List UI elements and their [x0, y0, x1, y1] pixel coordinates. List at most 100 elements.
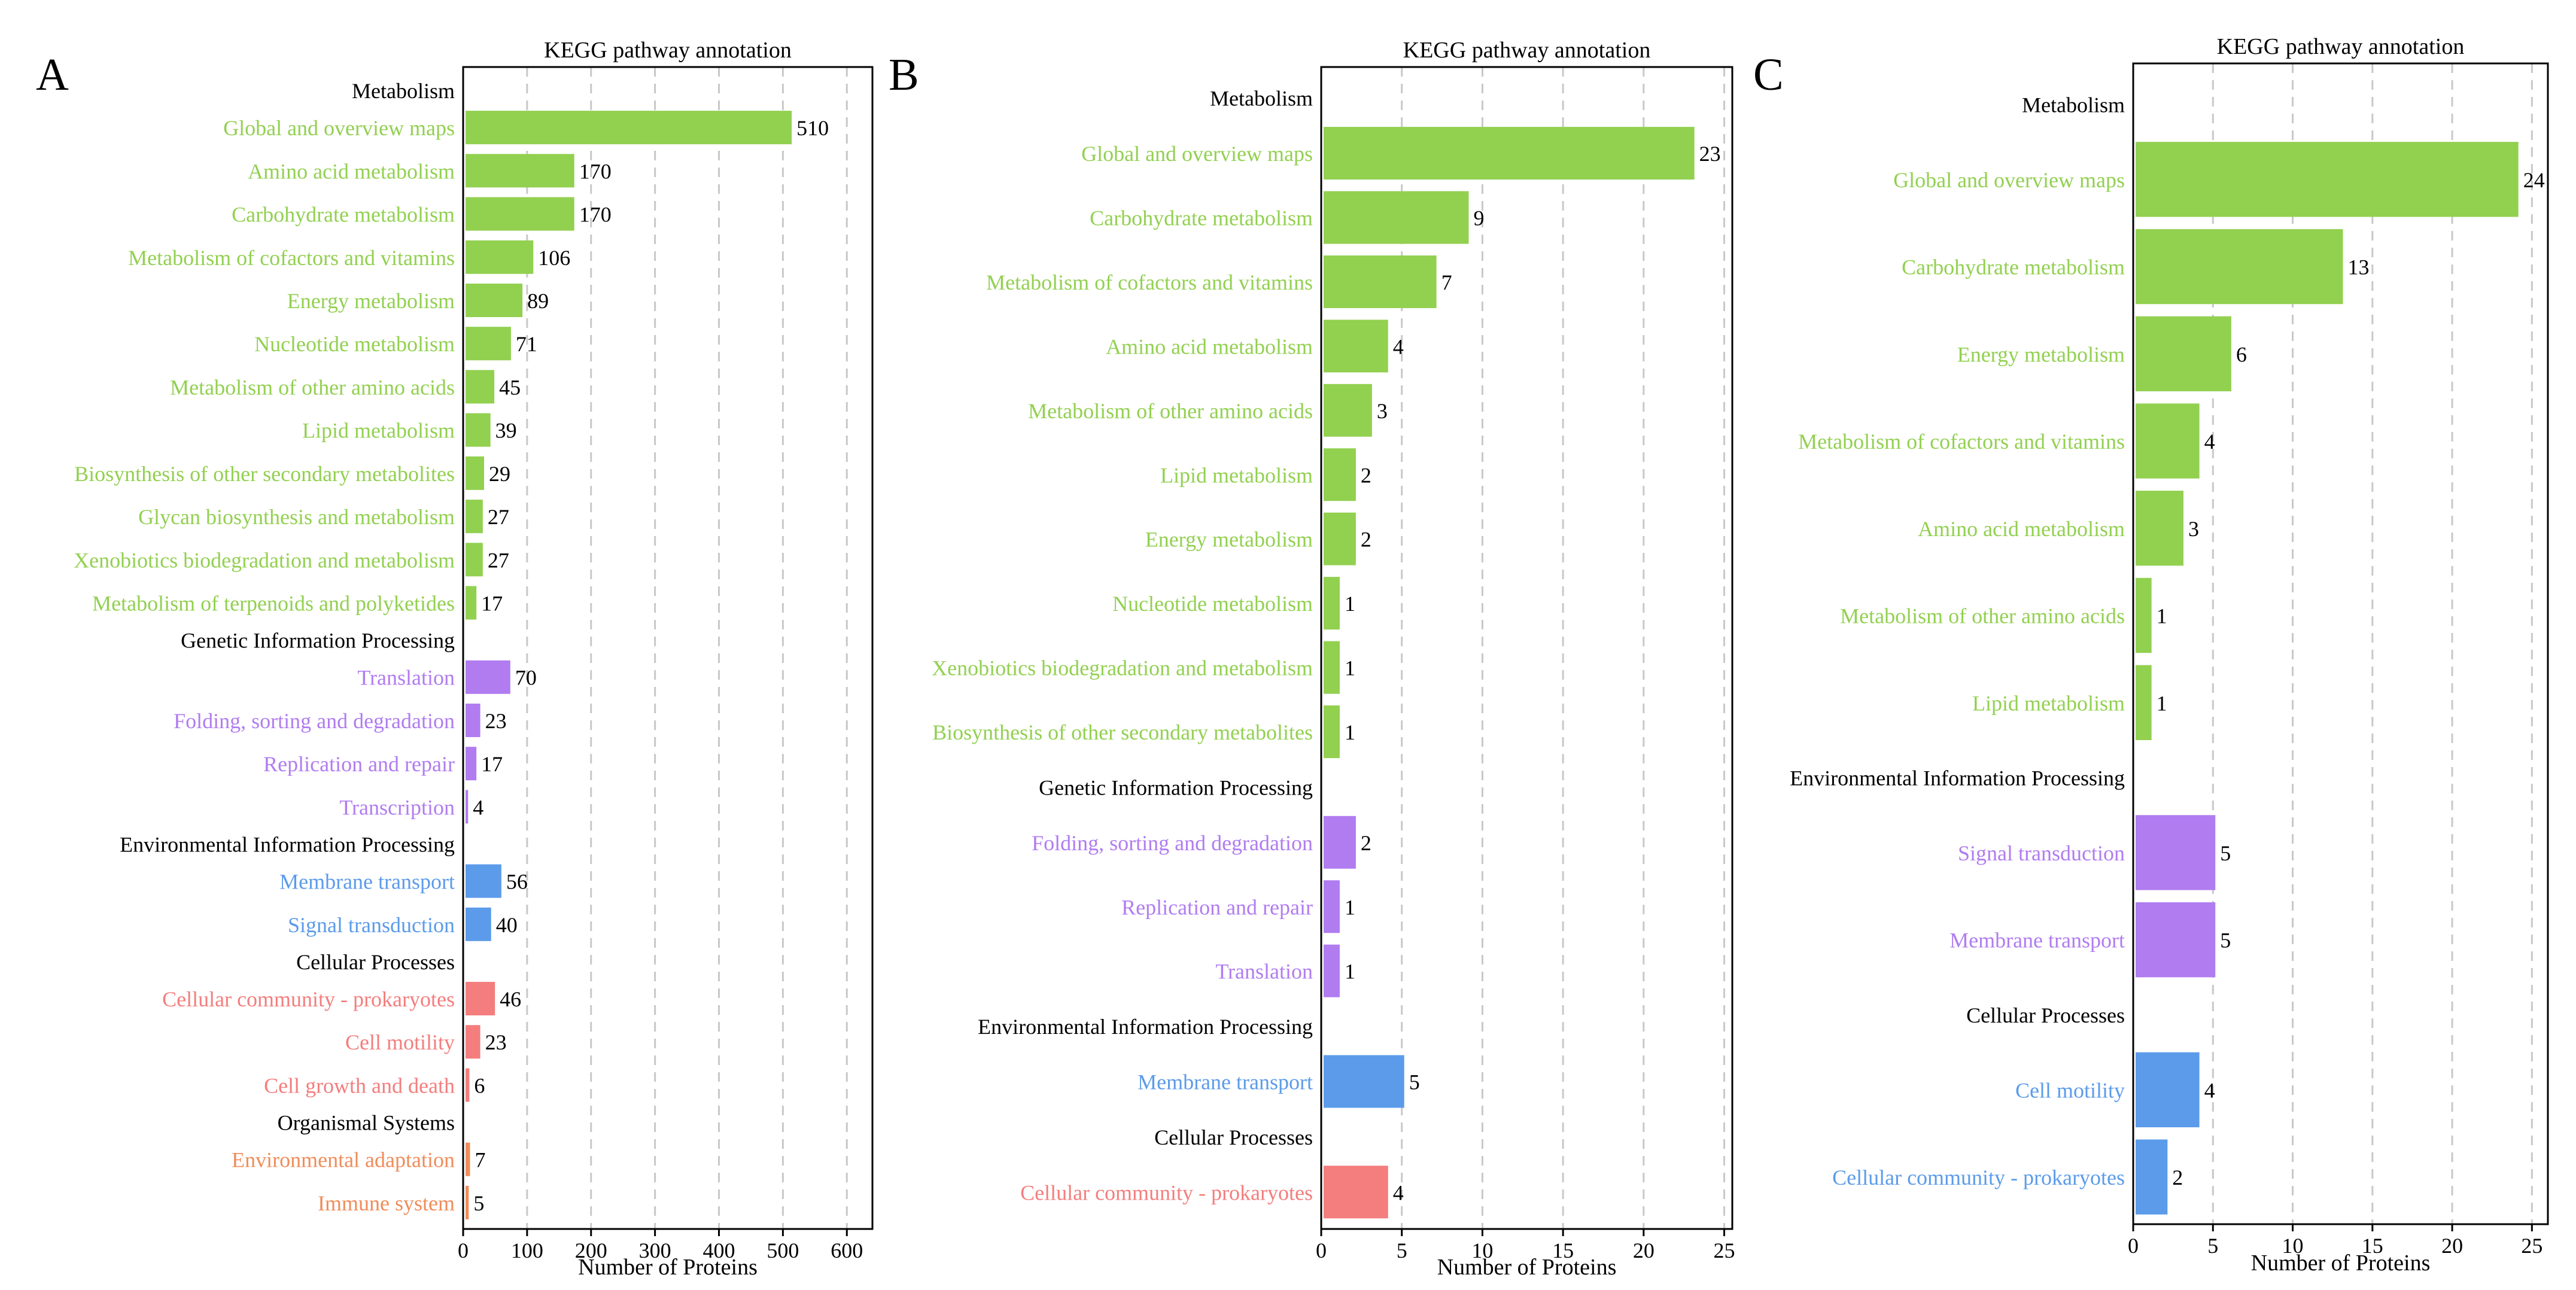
panel-a-value-translation: 70: [515, 666, 537, 690]
panel-b-tick-label: 15: [1552, 1239, 1574, 1262]
panel-c-title: KEGG pathway annotation: [2217, 34, 2465, 59]
panel-b-bar-translation: [1324, 944, 1340, 997]
panel-a-label-cell-motility: Cell motility: [345, 1030, 455, 1054]
panel-b-value-biosynthesis-of-other-secondary-metabolites: 1: [1345, 720, 1355, 744]
panel-b-label-global-and-overview-maps: Global and overview maps: [1081, 142, 1313, 166]
panel-a-bar-biosynthesis-of-other-secondary-metabolites: [466, 456, 484, 490]
panel-b-bar-metabolism-of-other-amino-acids: [1324, 384, 1372, 437]
panel-a-label-environmental-adaptation: Environmental adaptation: [232, 1148, 455, 1172]
panel-a-bar-lipid-metabolism: [466, 413, 491, 447]
panel-a-bar-global-and-overview-maps: [466, 111, 792, 145]
panel-a-bar-glycan-biosynthesis-and-metabolism: [466, 500, 483, 534]
panel-a-bar-membrane-transport: [466, 864, 501, 898]
panel-b-label-translation: Translation: [1215, 960, 1313, 984]
panel-a-value-nucleotide-metabolism: 71: [516, 332, 537, 356]
panel-b-tick-label: 5: [1397, 1239, 1407, 1262]
panel-a-bar-energy-metabolism: [466, 283, 523, 317]
panel-c-bar-metabolism-of-cofactors-and-vitamins: [2136, 403, 2200, 479]
panel-a-tick-label: 0: [458, 1239, 469, 1262]
panel-a-letter: A: [36, 50, 69, 100]
panel-a-label-metabolism-of-terpenoids-and-polyketides: Metabolism of terpenoids and polyketides: [92, 592, 455, 616]
panel-c-value-signal-transduction: 5: [2220, 841, 2231, 865]
panel-a-value-metabolism-of-terpenoids-and-polyketides: 17: [481, 592, 503, 616]
panel-a-title: KEGG pathway annotation: [544, 38, 792, 63]
panel-b-label-lipid-metabolism: Lipid metabolism: [1160, 463, 1313, 487]
panel-b-bar-membrane-transport: [1324, 1055, 1404, 1108]
panel-b-value-xenobiotics-biodegradation-and-metabolism: 1: [1345, 656, 1355, 680]
panel-c-value-metabolism-of-cofactors-and-vitamins: 4: [2204, 430, 2215, 454]
panel-a-label-folding-sorting-and-degradation: Folding, sorting and degradation: [174, 709, 455, 733]
panel-a-bar-signal-transduction: [466, 907, 491, 941]
panel-a-value-signal-transduction: 40: [496, 913, 518, 937]
panel-c-value-energy-metabolism: 6: [2236, 342, 2247, 366]
panel-b-frame: [1320, 66, 1733, 1230]
panel-b-value-energy-metabolism: 2: [1361, 528, 1371, 552]
panel-a-label-xenobiotics-biodegradation-and-metabolism: Xenobiotics biodegradation and metabolis…: [74, 548, 455, 572]
panel-a-xlabel: Number of Proteins: [578, 1255, 758, 1280]
panel-b-xlabel: Number of Proteins: [1437, 1255, 1617, 1280]
panel-a-group-environmental-information-processing: Environmental Information Processing: [120, 832, 455, 856]
panel-a-tick-label: 300: [639, 1239, 671, 1262]
panel-c-bar-carbohydrate-metabolism: [2136, 229, 2343, 305]
panel-a-value-cell-motility: 23: [485, 1030, 507, 1054]
panel-c-label-cell-motility: Cell motility: [2015, 1078, 2125, 1102]
panel-a-bar-metabolism-of-terpenoids-and-polyketides: [466, 586, 477, 620]
panel-b-label-amino-acid-metabolism: Amino acid metabolism: [1106, 334, 1313, 358]
panel-c-group-cellular-processes: Cellular Processes: [1966, 1003, 2125, 1027]
panel-c-label-cellular-community-prokaryotes: Cellular community - prokaryotes: [1832, 1166, 2125, 1189]
panel-b-value-metabolism-of-cofactors-and-vitamins: 7: [1441, 270, 1452, 294]
panel-a-label-global-and-overview-maps: Global and overview maps: [223, 116, 455, 140]
panel-b-bar-cellular-community-prokaryotes: [1324, 1166, 1388, 1219]
panel-c-frame: [2132, 62, 2549, 1225]
panel-b-value-amino-acid-metabolism: 4: [1393, 334, 1404, 358]
panel-a-bar-environmental-adaptation: [466, 1142, 470, 1176]
panel-c-label-membrane-transport: Membrane transport: [1950, 929, 2125, 953]
panel-c-tick-label: 15: [2362, 1234, 2383, 1258]
panel-b-tick-label: 0: [1316, 1239, 1327, 1262]
panel-a-bar-cellular-community-prokaryotes: [466, 982, 495, 1016]
panel-a-bar-xenobiotics-biodegradation-and-metabolism: [466, 543, 483, 577]
panel-b-letter: B: [889, 50, 919, 100]
panel-a-tick-label: 500: [767, 1239, 799, 1262]
panel-b-bar-replication-and-repair: [1324, 880, 1340, 933]
panel-a-bar-metabolism-of-cofactors-and-vitamins: [466, 240, 534, 274]
panel-b-bar-lipid-metabolism: [1324, 448, 1356, 501]
panel-c-bar-cellular-community-prokaryotes: [2136, 1139, 2168, 1215]
panel-b-value-lipid-metabolism: 2: [1361, 463, 1371, 487]
panel-a-bar-transcription: [466, 790, 469, 824]
panel-a-bar-nucleotide-metabolism: [466, 327, 511, 361]
panel-a-value-immune-system: 5: [473, 1191, 484, 1215]
panel-c-label-energy-metabolism: Energy metabolism: [1957, 342, 2125, 366]
panel-c-value-cellular-community-prokaryotes: 2: [2172, 1166, 2183, 1189]
panel-b-label-membrane-transport: Membrane transport: [1138, 1070, 1313, 1094]
panel-a-value-glycan-biosynthesis-and-metabolism: 27: [488, 505, 509, 529]
panel-a-value-transcription: 4: [473, 795, 483, 819]
panel-a-label-glycan-biosynthesis-and-metabolism: Glycan biosynthesis and metabolism: [138, 505, 455, 529]
panel-a-value-cellular-community-prokaryotes: 46: [500, 987, 521, 1011]
panel-c-bar-membrane-transport: [2136, 902, 2216, 978]
panel-a-value-metabolism-of-other-amino-acids: 45: [499, 375, 521, 399]
panel-a-bar-carbohydrate-metabolism: [466, 197, 574, 231]
panel-a-label-carbohydrate-metabolism: Carbohydrate metabolism: [232, 203, 455, 227]
panel-a-value-biosynthesis-of-other-secondary-metabolites: 29: [489, 462, 510, 486]
panel-c-value-membrane-transport: 5: [2220, 929, 2231, 953]
panel-b-value-carbohydrate-metabolism: 9: [1473, 206, 1484, 230]
panel-b-value-membrane-transport: 5: [1409, 1070, 1420, 1094]
panel-a-group-metabolism: Metabolism: [352, 79, 455, 103]
panel-c-value-global-and-overview-maps: 24: [2523, 168, 2545, 192]
panel-a-bar-amino-acid-metabolism: [466, 154, 574, 188]
panel-b-bar-energy-metabolism: [1324, 512, 1356, 565]
panel-a-value-replication-and-repair: 17: [481, 752, 503, 776]
panel-b-label-replication-and-repair: Replication and repair: [1121, 895, 1313, 919]
panel-b-bar-metabolism-of-cofactors-and-vitamins: [1324, 255, 1437, 308]
panel-a-bar-cell-motility: [466, 1025, 480, 1059]
panel-b-bar-biosynthesis-of-other-secondary-metabolites: [1324, 705, 1340, 759]
panel-a-label-replication-and-repair: Replication and repair: [263, 752, 455, 776]
panel-a-label-metabolism-of-other-amino-acids: Metabolism of other amino acids: [170, 375, 455, 399]
panel-c-value-carbohydrate-metabolism: 13: [2348, 255, 2370, 279]
panel-b-tick-label: 20: [1633, 1239, 1655, 1262]
panel-b-value-replication-and-repair: 1: [1345, 895, 1355, 919]
panel-a-bar-translation: [466, 660, 510, 694]
